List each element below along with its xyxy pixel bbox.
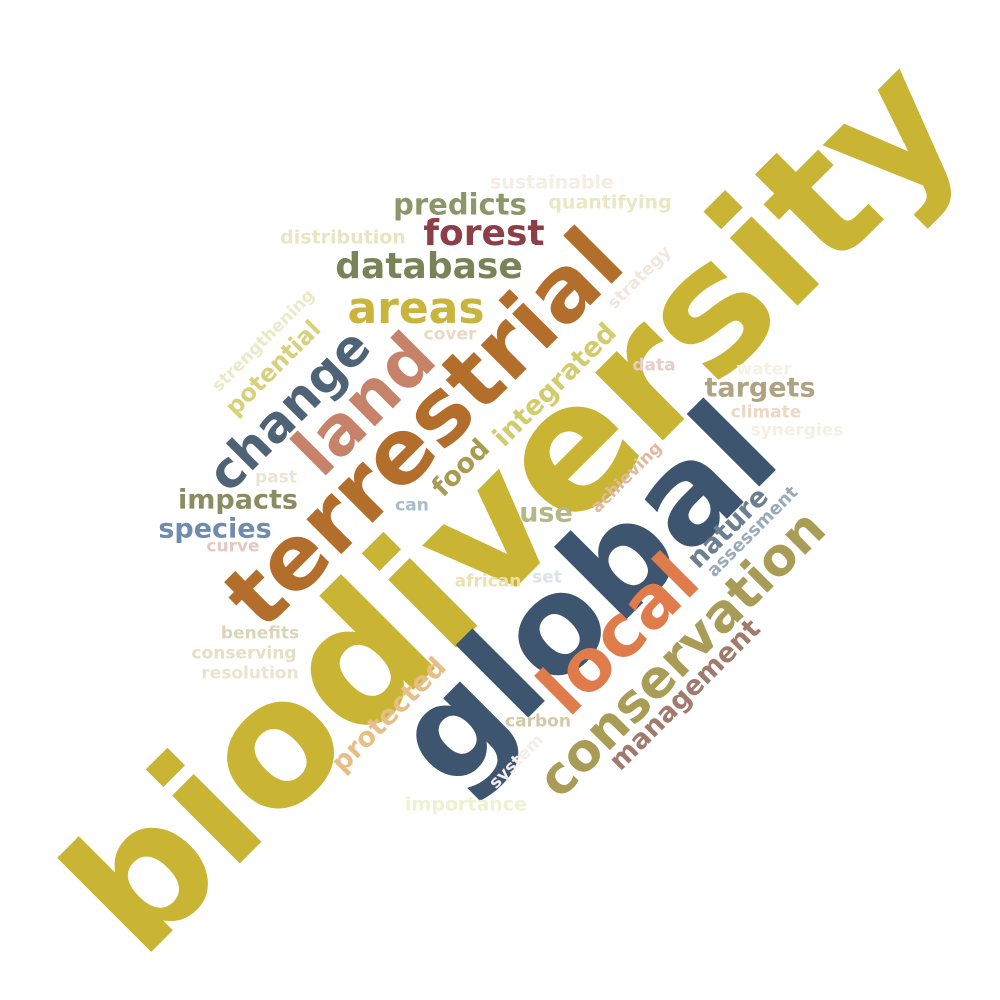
word-set: set (532, 567, 562, 588)
word-species: species (158, 513, 272, 545)
word-database: database (335, 246, 523, 287)
word-targets: targets (704, 372, 816, 404)
word-data: data (632, 355, 676, 376)
word-distribution: distribution (280, 226, 406, 249)
word-can: can (395, 495, 429, 516)
word-climate: climate (730, 402, 802, 423)
word-quantifying: quantifying (548, 191, 672, 214)
word-resolution: resolution (201, 663, 299, 684)
word-importance: importance (405, 793, 527, 816)
word-impacts: impacts (178, 484, 298, 516)
word-african: african (454, 571, 522, 592)
word-cover: cover (423, 324, 477, 345)
word-areas: areas (347, 283, 485, 334)
word-benefits: benefits (220, 623, 300, 644)
word-sustainable: sustainable (490, 171, 614, 194)
word-water: water (736, 359, 792, 380)
word-predicts: predicts (393, 187, 527, 222)
word-synergies: synergies (750, 420, 844, 441)
word-conserving: conserving (191, 643, 297, 664)
word-past: past (255, 467, 297, 488)
word-carbon: carbon (505, 711, 571, 732)
word-forest: forest (423, 213, 545, 254)
word-use: use (519, 497, 573, 529)
word-curve: curve (206, 536, 260, 557)
